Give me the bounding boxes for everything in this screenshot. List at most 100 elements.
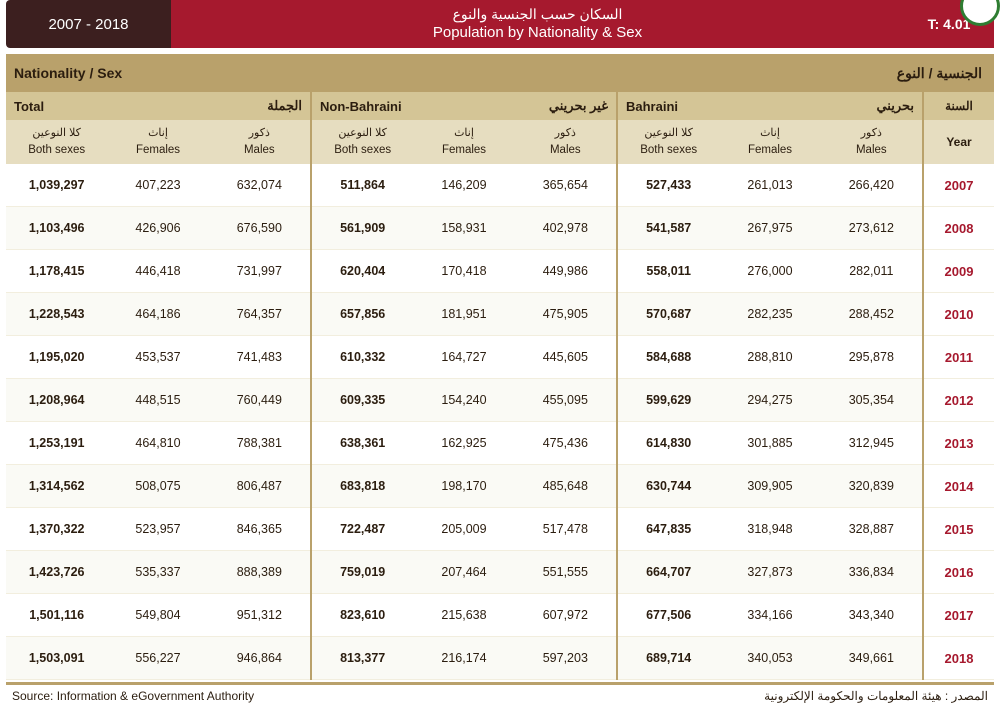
table-row: 683,818198,170485,648	[312, 465, 616, 508]
cell: 207,464	[413, 565, 514, 579]
table-row: 823,610215,638607,972	[312, 594, 616, 637]
cell: 722,487	[312, 522, 413, 536]
col-fem: إناثFemales	[719, 120, 820, 164]
group-header-non: Non-Bahraini غير بحريني	[312, 92, 616, 120]
block-bahraini: Bahraini بحريني كلا النوعينBoth sexes إن…	[618, 92, 924, 680]
cell: 951,312	[209, 608, 310, 622]
cell: 288,452	[821, 307, 922, 321]
cell: 309,905	[719, 479, 820, 493]
table-row: 647,835318,948328,887	[618, 508, 922, 551]
cell: 677,506	[618, 608, 719, 622]
year-cell: 2018	[924, 637, 994, 680]
cell: 556,227	[107, 651, 208, 665]
cell: 741,483	[209, 350, 310, 364]
cell: 888,389	[209, 565, 310, 579]
cell: 813,377	[312, 651, 413, 665]
cell: 1,423,726	[6, 565, 107, 579]
cell: 158,931	[413, 221, 514, 235]
cell: 1,370,322	[6, 522, 107, 536]
group-non-en: Non-Bahraini	[312, 99, 464, 114]
cell: 282,011	[821, 264, 922, 278]
year-column: السنة Year 20072008200920102011201220132…	[924, 92, 994, 680]
table-row: 722,487205,009517,478	[312, 508, 616, 551]
cell: 689,714	[618, 651, 719, 665]
year-cell: 2017	[924, 594, 994, 637]
group-total-ar: الجملة	[158, 98, 310, 114]
year-cell: 2007	[924, 164, 994, 207]
cell: 731,997	[209, 264, 310, 278]
table-row: 511,864146,209365,654	[312, 164, 616, 207]
cell: 455,095	[515, 393, 616, 407]
cell: 1,253,191	[6, 436, 107, 450]
cell: 261,013	[719, 178, 820, 192]
cell: 448,515	[107, 393, 208, 407]
cell: 549,804	[107, 608, 208, 622]
table-row: 1,178,415446,418731,997	[6, 250, 310, 293]
title-block: السكان حسب الجنسية والنوع Population by …	[171, 0, 904, 48]
cell: 154,240	[413, 393, 514, 407]
super-header-ar: الجنسية / النوع	[784, 65, 994, 82]
cell: 301,885	[719, 436, 820, 450]
table-row: 614,830301,885312,945	[618, 422, 922, 465]
cell: 620,404	[312, 264, 413, 278]
cell: 1,195,020	[6, 350, 107, 364]
cell: 146,209	[413, 178, 514, 192]
year-cell: 2009	[924, 250, 994, 293]
col-both: كلا النوعينBoth sexes	[6, 120, 107, 164]
table-row: 677,506334,166343,340	[618, 594, 922, 637]
table-row: 599,629294,275305,354	[618, 379, 922, 422]
cell: 475,905	[515, 307, 616, 321]
cell: 216,174	[413, 651, 514, 665]
col-both: كلا النوعينBoth sexes	[618, 120, 719, 164]
cell: 846,365	[209, 522, 310, 536]
cell: 1,039,297	[6, 178, 107, 192]
cell: 162,925	[413, 436, 514, 450]
cell: 759,019	[312, 565, 413, 579]
table-row: 620,404170,418449,986	[312, 250, 616, 293]
table-container: Nationality / Sex الجنسية / النوع Total …	[6, 54, 994, 680]
cell: 1,208,964	[6, 393, 107, 407]
cell: 584,688	[618, 350, 719, 364]
cell: 349,661	[821, 651, 922, 665]
title-ar: السكان حسب الجنسية والنوع	[171, 5, 904, 23]
header-bar: 2007 - 2018 السكان حسب الجنسية والنوع Po…	[6, 0, 994, 48]
cell: 561,909	[312, 221, 413, 235]
cell: 365,654	[515, 178, 616, 192]
cell: 597,203	[515, 651, 616, 665]
cell: 464,810	[107, 436, 208, 450]
cell: 215,638	[413, 608, 514, 622]
subheader-non: كلا النوعينBoth sexes إناثFemales ذكورMa…	[312, 120, 616, 164]
table-row: 609,335154,240455,095	[312, 379, 616, 422]
year-cell: 2015	[924, 508, 994, 551]
group-header-total: Total الجملة	[6, 92, 310, 120]
cell: 288,810	[719, 350, 820, 364]
cell: 647,835	[618, 522, 719, 536]
cell: 788,381	[209, 436, 310, 450]
table-row: 527,433261,013266,420	[618, 164, 922, 207]
group-non-ar: غير بحريني	[464, 98, 616, 114]
cell: 570,687	[618, 307, 719, 321]
subheader-bah: كلا النوعينBoth sexes إناثFemales ذكورMa…	[618, 120, 922, 164]
table-row: 1,423,726535,337888,389	[6, 551, 310, 594]
source-ar: المصدر : هيئة المعلومات والحكومة الإلكتر…	[764, 689, 994, 703]
cell: 426,906	[107, 221, 208, 235]
cell: 282,235	[719, 307, 820, 321]
cell: 475,436	[515, 436, 616, 450]
cell: 599,629	[618, 393, 719, 407]
cell: 638,361	[312, 436, 413, 450]
cell: 402,978	[515, 221, 616, 235]
table-row: 1,314,562508,075806,487	[6, 465, 310, 508]
col-mal: ذكورMales	[209, 120, 310, 164]
year-cell: 2016	[924, 551, 994, 594]
cell: 334,166	[719, 608, 820, 622]
cell: 305,354	[821, 393, 922, 407]
cell: 453,537	[107, 350, 208, 364]
year-cell: 2013	[924, 422, 994, 465]
table-row: 1,370,322523,957846,365	[6, 508, 310, 551]
block-total: Total الجملة كلا النوعينBoth sexes إناثF…	[6, 92, 312, 680]
cell: 164,727	[413, 350, 514, 364]
cell: 312,945	[821, 436, 922, 450]
cell: 464,186	[107, 307, 208, 321]
cell: 511,864	[312, 178, 413, 192]
subheader-total: كلا النوعينBoth sexes إناثFemales ذكورMa…	[6, 120, 310, 164]
